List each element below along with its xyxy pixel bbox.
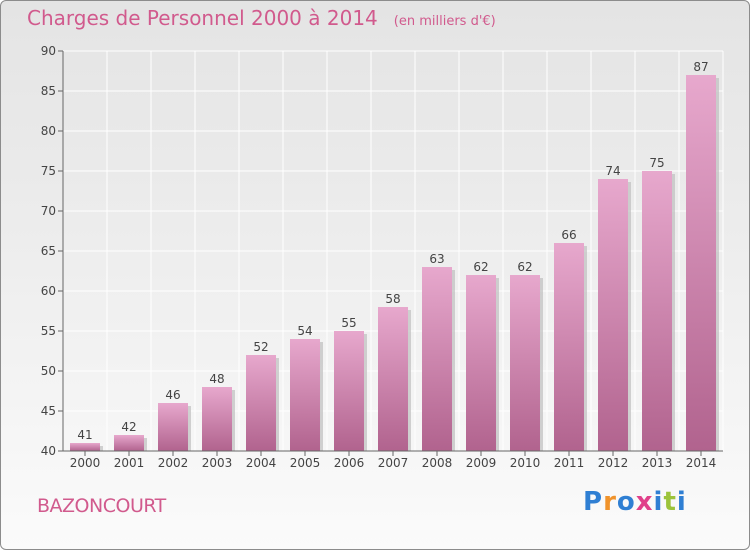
bar-2002 xyxy=(158,403,188,451)
data-label-2000: 41 xyxy=(77,428,92,442)
logo-letter: t xyxy=(663,487,677,517)
x-tick-label: 2004 xyxy=(246,456,277,470)
bar-2009 xyxy=(466,275,496,451)
x-tick-label: 2006 xyxy=(334,456,365,470)
data-label-2001: 42 xyxy=(121,420,136,434)
bar-2006 xyxy=(334,331,364,451)
data-label-2004: 52 xyxy=(253,340,268,354)
y-tick-label: 40 xyxy=(41,444,56,458)
y-tick-label: 90 xyxy=(41,44,56,58)
bar-2010 xyxy=(510,275,540,451)
bars: 41 42 46 48 52 54 55 58 63 62 62 66 74 75 87 xyxy=(70,60,719,451)
data-label-2013: 75 xyxy=(649,156,664,170)
x-tick-label: 2007 xyxy=(378,456,409,470)
x-tick-label: 2012 xyxy=(598,456,629,470)
data-label-2010: 62 xyxy=(517,260,532,274)
y-tick-label: 45 xyxy=(41,404,56,418)
logo-letter: P xyxy=(583,487,604,517)
bar-2013 xyxy=(642,171,672,451)
bar-2001 xyxy=(114,435,144,451)
logo-letter: o xyxy=(616,487,636,517)
logo-letter: r xyxy=(603,487,617,517)
proxiti-logo: Proxiti xyxy=(583,487,687,517)
chart-title: Charges de Personnel 2000 à 2014 xyxy=(27,6,378,30)
chart-subtitle: (en milliers d'€) xyxy=(393,14,496,29)
x-tick-label: 2001 xyxy=(114,456,145,470)
data-label-2012: 74 xyxy=(605,164,620,178)
logo-letter: i xyxy=(676,487,687,517)
place-name: BAZONCOURT xyxy=(37,495,166,517)
bar-2008 xyxy=(422,267,452,451)
bar-2005 xyxy=(290,339,320,451)
y-tick-label: 65 xyxy=(41,244,56,258)
bar-2003 xyxy=(202,387,232,451)
bar-2007 xyxy=(378,307,408,451)
y-tick-label: 70 xyxy=(41,204,56,218)
x-tick-label: 2005 xyxy=(290,456,321,470)
x-tick-label: 2003 xyxy=(202,456,233,470)
chart-title-block: Charges de Personnel 2000 à 2014 (en mill… xyxy=(27,6,496,30)
y-tick-label: 75 xyxy=(41,164,56,178)
data-label-2006: 55 xyxy=(341,316,356,330)
axes: 40 45 50 55 60 65 70 75 80 85 90 2000 2001 2002 2003 20… xyxy=(41,44,723,470)
y-tick-label: 80 xyxy=(41,124,56,138)
x-tick-label: 2014 xyxy=(686,456,717,470)
bar-2004 xyxy=(246,355,276,451)
data-label-2005: 54 xyxy=(297,324,312,338)
x-tick-label: 2002 xyxy=(158,456,189,470)
x-tick-label: 2013 xyxy=(642,456,673,470)
bar-2000 xyxy=(70,443,100,451)
logo-letter: x xyxy=(635,487,654,517)
y-tick-label: 60 xyxy=(41,284,56,298)
data-label-2009: 62 xyxy=(473,260,488,274)
bar-2011 xyxy=(554,243,584,451)
y-tick-label: 50 xyxy=(41,364,56,378)
data-label-2002: 46 xyxy=(165,388,180,402)
logo-letter: i xyxy=(653,487,664,517)
y-tick-label: 85 xyxy=(41,84,56,98)
data-label-2008: 63 xyxy=(429,252,444,266)
x-tick-label: 2009 xyxy=(466,456,497,470)
data-label-2003: 48 xyxy=(209,372,224,386)
bar-2014 xyxy=(686,75,716,451)
bar-2012 xyxy=(598,179,628,451)
y-tick-label: 55 xyxy=(41,324,56,338)
x-tick-label: 2011 xyxy=(554,456,585,470)
data-label-2014: 87 xyxy=(693,60,708,74)
x-tick-label: 2000 xyxy=(70,456,101,470)
x-tick-label: 2008 xyxy=(422,456,453,470)
data-label-2007: 58 xyxy=(385,292,400,306)
data-label-2011: 66 xyxy=(561,228,576,242)
x-tick-label: 2010 xyxy=(510,456,541,470)
